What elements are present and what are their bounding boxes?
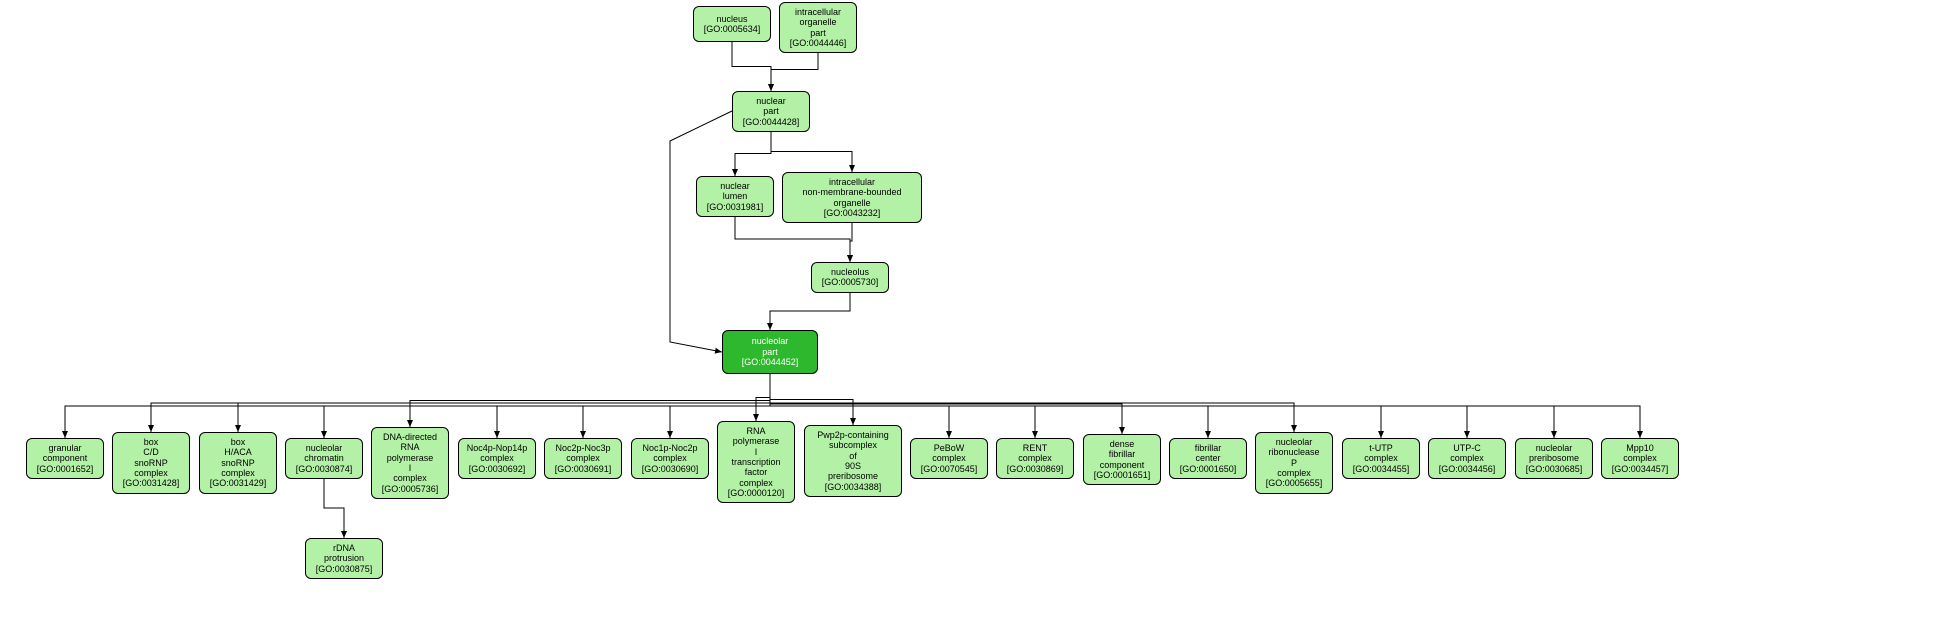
node-goid: [GO:0030874]	[296, 464, 353, 474]
node-goid: [GO:0001651]	[1094, 470, 1151, 480]
node-goid: [GO:0030869]	[1007, 464, 1064, 474]
node-goid: [GO:0034388]	[825, 482, 882, 492]
node-label: RENTcomplex	[1018, 443, 1052, 464]
node-goid: [GO:0030690]	[642, 464, 699, 474]
node-goid: [GO:0030685]	[1526, 464, 1583, 474]
node-dense_fibrillar[interactable]: densefibrillarcomponent[GO:0001651]	[1083, 434, 1161, 485]
node-goid: [GO:0043232]	[824, 208, 881, 218]
node-label: Noc4p-Nop14pcomplex	[467, 443, 528, 464]
node-label: boxH/ACAsnoRNPcomplex	[221, 437, 255, 478]
node-intracellular_organelle_part[interactable]: intracellularorganellepart[GO:0044446]	[779, 2, 857, 53]
node-nucleolar_preribosome[interactable]: nucleolarpreribosome[GO:0030685]	[1515, 438, 1593, 479]
node-goid: [GO:0044452]	[742, 357, 799, 367]
edge-intracellular_organelle_part-nuclear_part	[771, 48, 818, 91]
node-label: Noc1p-Noc2pcomplex	[642, 443, 697, 464]
node-label: Mpp10complex	[1623, 443, 1657, 464]
node-noc1p_noc2p[interactable]: Noc1p-Noc2pcomplex[GO:0030690]	[631, 438, 709, 479]
edge-nucleolar_part-nucleolar_rnp	[770, 374, 1294, 432]
node-intracellular_nmb_organelle[interactable]: intracellularnon-membrane-boundedorganel…	[782, 172, 922, 223]
node-label: nucleolarribonucleasePcomplex	[1268, 437, 1319, 478]
edge-nuclear_part-nucleolar_part	[670, 111, 732, 352]
node-label: densefibrillarcomponent	[1100, 439, 1145, 470]
node-box_haca[interactable]: boxH/ACAsnoRNPcomplex[GO:0031429]	[199, 432, 277, 494]
node-label: intracellularnon-membrane-boundedorganel…	[802, 177, 901, 208]
edge-nucleolar_part-box_cd	[151, 374, 770, 432]
node-nuclear_part[interactable]: nuclearpart[GO:0044428]	[732, 91, 810, 132]
edge-nucleolar_part-dna_directed_rna_pol_i	[410, 374, 770, 427]
node-label: rDNAprotrusion	[324, 543, 364, 564]
node-fibrillar_center[interactable]: fibrillarcenter[GO:0001650]	[1169, 438, 1247, 479]
node-rdna_protrusion[interactable]: rDNAprotrusion[GO:0030875]	[305, 538, 383, 579]
node-goid: [GO:0034456]	[1439, 464, 1496, 474]
edge-nucleolar_part-pwp2p	[770, 374, 853, 425]
edge-intracellular_nmb_organelle-nucleolus	[850, 220, 852, 262]
edge-nucleolar_part-box_haca	[238, 374, 770, 432]
node-label: Pwp2p-containingsubcomplexof90Spreriboso…	[817, 430, 889, 482]
node-goid: [GO:0000120]	[728, 488, 785, 498]
node-pebow[interactable]: PeBoWcomplex[GO:0070545]	[910, 438, 988, 479]
node-label: nucleolus	[831, 267, 869, 277]
node-label: DNA-directedRNApolymeraseIcomplex	[383, 432, 437, 484]
node-goid: [GO:0001652]	[37, 464, 94, 474]
node-label: intracellularorganellepart	[795, 7, 841, 38]
node-goid: [GO:0030875]	[316, 564, 373, 574]
node-label: boxC/DsnoRNPcomplex	[134, 437, 168, 478]
edge-nucleolar_chromatin-rdna_protrusion	[324, 478, 344, 538]
node-label: nucleus	[716, 14, 747, 24]
node-goid: [GO:0031429]	[210, 478, 267, 488]
node-goid: [GO:0001650]	[1180, 464, 1237, 474]
node-goid: [GO:0030692]	[469, 464, 526, 474]
node-nucleolar_rnp[interactable]: nucleolarribonucleasePcomplex[GO:0005655…	[1255, 432, 1333, 494]
node-goid: [GO:0034455]	[1353, 464, 1410, 474]
node-label: nuclearlumen	[720, 181, 750, 202]
node-nucleolar_chromatin[interactable]: nucleolarchromatin[GO:0030874]	[285, 438, 363, 479]
node-goid: [GO:0070545]	[921, 464, 978, 474]
edge-nucleolar_part-rna_pol_i_tf	[756, 374, 770, 421]
node-label: RNApolymeraseItranscriptionfactorcomplex	[731, 426, 780, 488]
edge-layer	[0, 0, 1944, 629]
node-label: nuclearpart	[756, 96, 786, 117]
node-mpp10[interactable]: Mpp10complex[GO:0034457]	[1601, 438, 1679, 479]
edge-nuclear_part-nuclear_lumen	[735, 131, 771, 176]
edge-nucleolus-nucleolar_part	[770, 292, 850, 330]
node-pwp2p[interactable]: Pwp2p-containingsubcomplexof90Spreriboso…	[804, 425, 902, 497]
node-rent[interactable]: RENTcomplex[GO:0030869]	[996, 438, 1074, 479]
node-nuclear_lumen[interactable]: nuclearlumen[GO:0031981]	[696, 176, 774, 217]
node-t_utp[interactable]: t-UTPcomplex[GO:0034455]	[1342, 438, 1420, 479]
node-goid: [GO:0044428]	[743, 117, 800, 127]
node-label: nucleolarpart	[752, 336, 789, 357]
node-goid: [GO:0044446]	[790, 38, 847, 48]
node-goid: [GO:0005655]	[1266, 478, 1323, 488]
node-goid: [GO:0005736]	[382, 484, 439, 494]
node-label: UTP-Ccomplex	[1450, 443, 1484, 464]
node-dna_directed_rna_pol_i[interactable]: DNA-directedRNApolymeraseIcomplex[GO:000…	[371, 427, 449, 499]
node-granular_component[interactable]: granularcomponent[GO:0001652]	[26, 438, 104, 479]
node-label: fibrillarcenter	[1195, 443, 1222, 464]
node-nucleus[interactable]: nucleus[GO:0005634]	[693, 6, 771, 42]
node-label: nucleolarpreribosome	[1529, 443, 1579, 464]
node-box_cd[interactable]: boxC/DsnoRNPcomplex[GO:0031428]	[112, 432, 190, 494]
node-label: Noc2p-Noc3pcomplex	[555, 443, 610, 464]
node-noc4p_nop14p[interactable]: Noc4p-Nop14pcomplex[GO:0030692]	[458, 438, 536, 479]
node-nucleolar_part[interactable]: nucleolarpart[GO:0044452]	[722, 330, 818, 374]
node-label: granularcomponent	[43, 443, 88, 464]
node-goid: [GO:0031981]	[707, 202, 764, 212]
node-goid: [GO:0005634]	[704, 24, 761, 34]
node-label: t-UTPcomplex	[1364, 443, 1398, 464]
node-label: nucleolarchromatin	[304, 443, 344, 464]
edge-nucleus-nuclear_part	[732, 42, 771, 91]
node-goid: [GO:0005730]	[822, 277, 879, 287]
node-goid: [GO:0034457]	[1612, 464, 1669, 474]
node-rna_pol_i_tf[interactable]: RNApolymeraseItranscriptionfactorcomplex…	[717, 421, 795, 503]
node-noc2p_noc3p[interactable]: Noc2p-Noc3pcomplex[GO:0030691]	[544, 438, 622, 479]
node-goid: [GO:0031428]	[123, 478, 180, 488]
edge-nuclear_part-intracellular_nmb_organelle	[771, 131, 852, 172]
node-utp_c[interactable]: UTP-Ccomplex[GO:0034456]	[1428, 438, 1506, 479]
node-nucleolus[interactable]: nucleolus[GO:0005730]	[811, 262, 889, 293]
node-label: PeBoWcomplex	[932, 443, 966, 464]
node-goid: [GO:0030691]	[555, 464, 612, 474]
